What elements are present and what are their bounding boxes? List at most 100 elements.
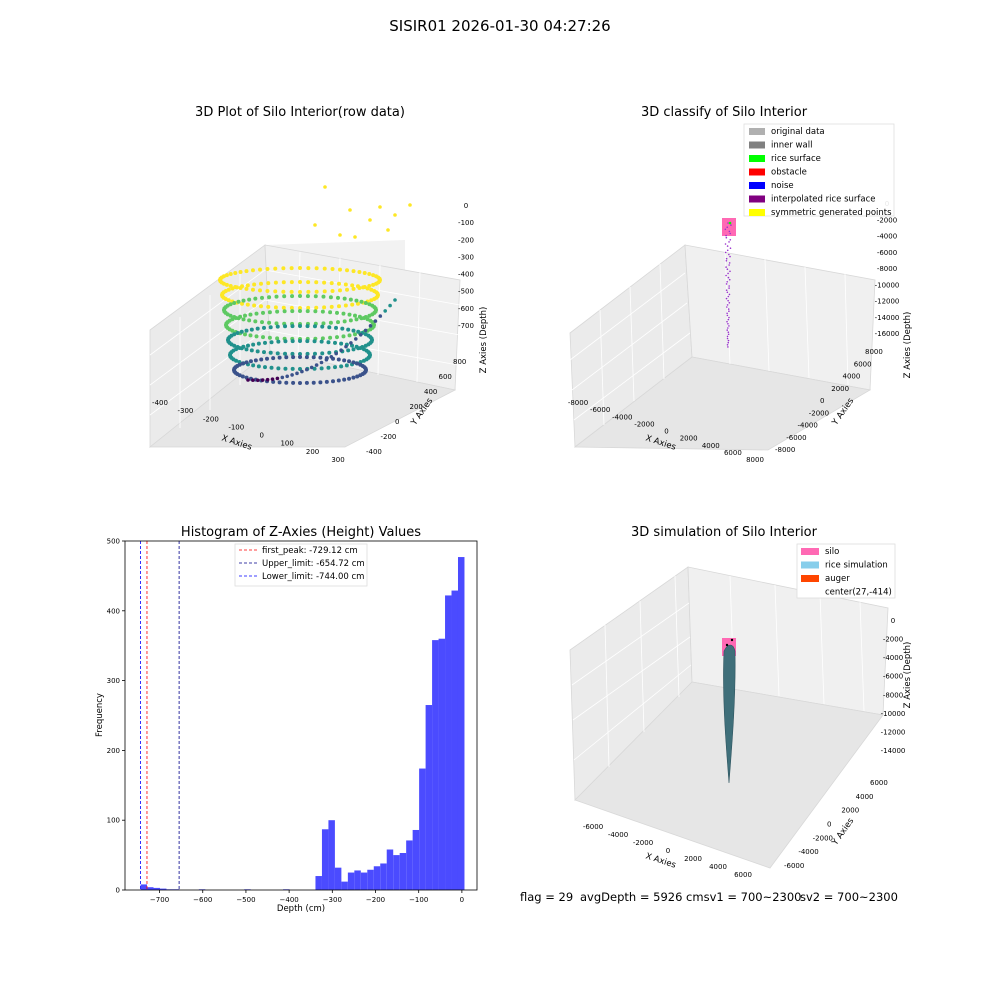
scan-point (275, 351, 280, 356)
scan-point (265, 267, 270, 272)
hist-bar (457, 557, 465, 890)
x-tick-label: 100 (280, 440, 293, 448)
scan-point (322, 266, 327, 271)
scan-point (281, 289, 286, 294)
hist-bar (373, 866, 381, 890)
y-tick-label: -4000 (798, 422, 818, 430)
scan-point (353, 235, 357, 239)
x-tick-label: −500 (236, 896, 255, 904)
classified-point (727, 272, 729, 275)
classified-point (729, 232, 732, 235)
y-tick-label: -4000 (798, 848, 818, 856)
scan-point (340, 326, 345, 331)
y-tick-label: 4000 (856, 793, 874, 801)
legend-entry: interpolated rice surface (771, 195, 876, 205)
scan-point (273, 266, 278, 271)
classified-point (727, 327, 729, 329)
scan-point (313, 223, 317, 227)
scan-point (221, 274, 226, 279)
classified-point (724, 243, 727, 245)
scan-point (320, 336, 325, 341)
scan-point (319, 339, 324, 344)
hist-bar (140, 884, 148, 890)
classify-3d-grid (569, 251, 849, 426)
y-tick-label: -200 (381, 433, 397, 441)
scan-point (276, 366, 281, 371)
scan-point (351, 286, 356, 291)
classified-point (729, 239, 732, 241)
classify-3d-zlabel: Z Axies (Depth) (903, 312, 913, 379)
scan-point (306, 280, 311, 285)
scan-point (375, 291, 380, 296)
scan-point (273, 305, 278, 310)
scan-point (300, 369, 304, 374)
classified-point (727, 299, 729, 302)
info-flag: flag = 29 (520, 890, 574, 904)
x-tick-label: -2000 (634, 420, 654, 428)
scan-point (337, 281, 341, 286)
x-tick-label: −300 (323, 896, 342, 904)
scan-point (386, 228, 390, 232)
z-tick-label: -700 (458, 322, 474, 330)
legend-swatch (801, 548, 819, 555)
scan-point (318, 355, 323, 360)
scan-point (345, 268, 350, 273)
y-tick-label: 800 (453, 358, 466, 366)
raw-3d-z-ticks: 0 -100 -200 -300 -400 -500 -600 -700 (458, 202, 474, 330)
scan-point (328, 295, 333, 300)
scan-point (338, 267, 342, 272)
legend-swatch (801, 561, 819, 569)
scan-point (283, 366, 288, 371)
scan-point (323, 185, 327, 189)
hist-bar (341, 881, 348, 890)
hist-bar (419, 768, 426, 890)
scan-point (248, 359, 253, 364)
scan-point (335, 335, 339, 340)
sim-3d-xlabel: X Axies (644, 851, 677, 870)
x-tick-label: 6000 (724, 449, 742, 457)
scan-point (329, 281, 334, 286)
classified-point (725, 260, 728, 262)
scan-point (352, 313, 357, 318)
scan-point (388, 303, 392, 308)
scan-point (319, 360, 324, 365)
scan-point (274, 321, 279, 326)
scan-point (359, 299, 364, 304)
scan-point (240, 284, 245, 289)
scan-point (255, 378, 260, 383)
scan-point (330, 288, 335, 293)
scan-point (354, 337, 358, 341)
scan-point (241, 298, 246, 303)
legend-swatch (749, 182, 765, 189)
scan-point (326, 365, 331, 370)
classified-point (727, 308, 730, 310)
raw-3d-points (218, 185, 412, 385)
scan-point (343, 282, 348, 287)
y-tick-label: -400 (366, 448, 382, 456)
scan-point (244, 360, 249, 365)
scan-point (289, 305, 294, 310)
scan-point (347, 376, 352, 381)
classified-point (724, 251, 727, 254)
classified-point (725, 274, 727, 277)
scan-point (267, 310, 272, 315)
x-tick-label: −700 (150, 896, 169, 904)
scan-point (284, 355, 289, 360)
scan-point (281, 266, 286, 271)
classified-point (725, 236, 728, 239)
scan-point (267, 320, 272, 325)
scan-point (252, 303, 257, 308)
scan-point (344, 363, 349, 368)
hist-bar (315, 876, 322, 890)
scan-point (250, 287, 255, 292)
x-tick-label: -100 (228, 423, 244, 431)
sim-3d-x-ticks: -6000 -4000 -2000 0 2000 4000 6000 (583, 823, 752, 879)
figure-title: SISIR01 2026-01-30 04:27:26 (389, 17, 611, 35)
legend-entry: Lower_limit: -744.00 cm (262, 572, 364, 582)
scan-point (253, 319, 258, 324)
scan-point (351, 347, 356, 352)
x-tick-label: 2000 (684, 855, 702, 863)
z-tick-label: -300 (458, 253, 474, 261)
scan-point (224, 273, 229, 278)
scan-point (333, 365, 337, 370)
